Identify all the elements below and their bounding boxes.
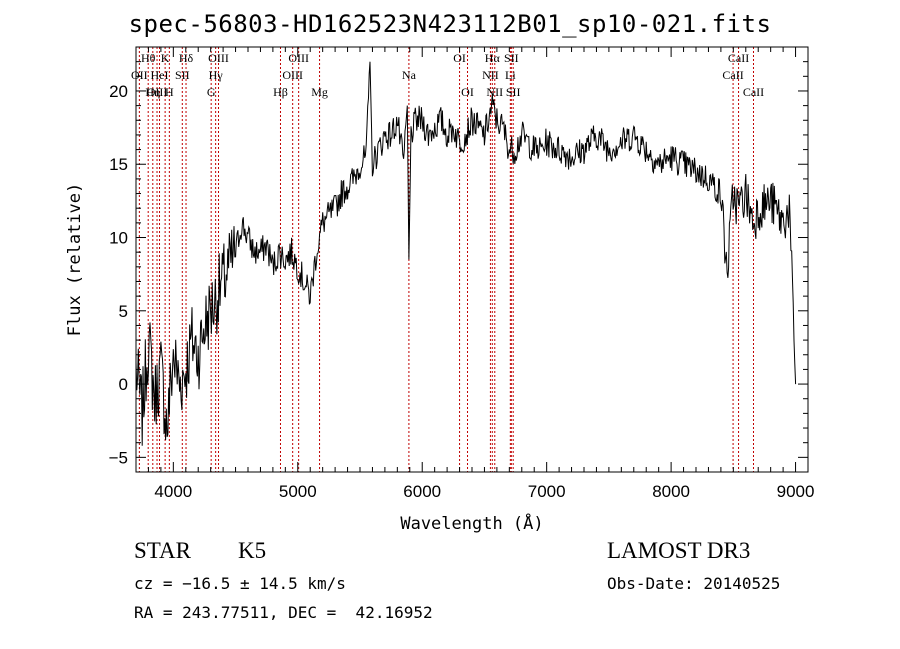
line-marker-label: OI xyxy=(461,85,474,99)
line-marker-label: Li xyxy=(505,68,516,82)
line-marker-label: OIII xyxy=(288,51,309,65)
line-marker-label: CaII xyxy=(743,85,764,99)
x-axis-label: Wavelength (Å) xyxy=(400,512,543,534)
chart-title: spec-56803-HD162523N423112B01_sp10-021.f… xyxy=(128,10,772,38)
line-marker-label: OIII xyxy=(208,51,229,65)
line-marker-label: SII xyxy=(175,68,190,82)
line-marker-label: Na xyxy=(402,68,417,82)
y-tick-label: 5 xyxy=(119,302,128,321)
y-tick-label: 0 xyxy=(119,375,128,394)
line-marker-label: H xyxy=(165,85,174,99)
x-tick-label: 7000 xyxy=(528,482,566,501)
object-subclass: K5 xyxy=(238,538,267,563)
line-marker-label: NII xyxy=(482,68,499,82)
y-tick-label: 10 xyxy=(109,229,128,248)
object-class: STAR xyxy=(134,538,191,563)
redshift-text: cz = −16.5 ± 14.5 km/s xyxy=(134,574,346,593)
line-marker-label: CaII xyxy=(722,68,743,82)
x-tick-label: 8000 xyxy=(652,482,690,501)
line-marker-label: Hθ xyxy=(141,51,156,65)
y-axis-label: Flux (relative) xyxy=(65,183,85,337)
x-tick-label: 5000 xyxy=(279,482,317,501)
line-marker-label: OI xyxy=(453,51,466,65)
line-marker-label: NII xyxy=(486,85,503,99)
spectrum-line xyxy=(135,61,797,446)
line-marker-label: SII xyxy=(504,51,519,65)
line-marker-label: OIII xyxy=(282,68,303,82)
x-tick-label: 9000 xyxy=(777,482,815,501)
line-marker-label: Hα xyxy=(485,51,501,65)
survey-name: LAMOST DR3 xyxy=(607,538,751,563)
y-tick-label: 15 xyxy=(109,155,128,174)
line-marker-label: G xyxy=(207,85,216,99)
line-marker-label: OII xyxy=(131,68,148,82)
line-marker-label: OIII xyxy=(147,85,168,99)
coordinates-text: RA = 243.77511, DEC = 42.16952 xyxy=(134,603,433,622)
line-marker-label: HeI xyxy=(151,68,169,82)
y-tick-label: −5 xyxy=(109,448,128,467)
line-marker-label: CaII xyxy=(728,51,749,65)
line-marker-label: Hδ xyxy=(179,51,194,65)
x-tick-label: 4000 xyxy=(154,482,192,501)
line-marker-label: K xyxy=(161,51,170,65)
line-marker-label: Hη xyxy=(145,85,160,99)
y-tick-label: 20 xyxy=(109,82,128,101)
line-marker-label: SII xyxy=(506,85,521,99)
line-marker-label: Hγ xyxy=(209,68,224,82)
obs-date: Obs-Date: 20140525 xyxy=(607,574,781,593)
x-tick-label: 6000 xyxy=(403,482,441,501)
axes: 4000 5000 6000 7000 8000 9000 −5 0 5 10 15 20 xyxy=(109,46,815,501)
line-marker-label: Mg xyxy=(311,85,328,99)
line-marker-label: Hβ xyxy=(273,85,288,99)
